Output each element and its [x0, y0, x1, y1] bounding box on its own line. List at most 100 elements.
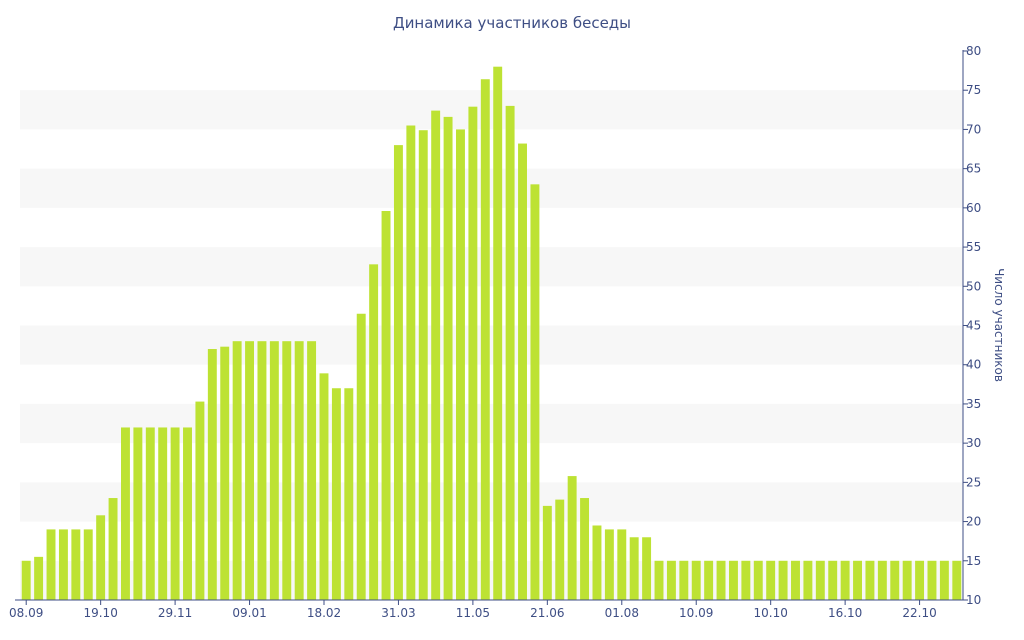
y-axis-label: Число участников — [992, 268, 1006, 382]
x-tick-labels: 08.09 19.10 29.11 09.01 18.02 31.03 11.05 21.06… — [9, 606, 937, 620]
x-tick-label: 29.11 — [158, 606, 192, 620]
bar — [220, 346, 230, 600]
bar — [803, 560, 813, 600]
grid-band — [20, 247, 963, 287]
bar — [418, 130, 428, 600]
bar — [245, 341, 255, 600]
y-tick-label: 15 — [966, 554, 981, 568]
bar — [728, 560, 738, 600]
bar — [183, 427, 192, 600]
bar — [307, 341, 317, 600]
bar — [207, 349, 217, 600]
bar — [133, 427, 143, 600]
bar — [34, 556, 44, 600]
y-tick-label: 50 — [966, 279, 981, 293]
y-tick-label: 40 — [966, 358, 981, 372]
bar — [257, 341, 267, 600]
bar — [654, 560, 664, 600]
bar — [381, 210, 391, 601]
y-tick-label: 35 — [966, 397, 981, 411]
x-tick-label: 11.05 — [456, 606, 490, 620]
bar — [108, 498, 118, 600]
bar — [555, 499, 565, 600]
bar — [617, 529, 627, 600]
bar — [58, 529, 68, 600]
y-tick-label: 30 — [966, 436, 981, 450]
bar — [294, 341, 304, 600]
bar — [542, 505, 552, 600]
bar — [480, 79, 490, 601]
x-tick-label: 18.02 — [307, 606, 341, 620]
bar — [716, 560, 726, 600]
x-tick-label: 08.09 — [9, 606, 43, 620]
bar — [666, 560, 676, 600]
x-tick-label: 16.10 — [828, 606, 862, 620]
bar — [393, 145, 403, 601]
bar — [456, 129, 465, 600]
grid-bands — [20, 90, 963, 600]
y-tick-label: 65 — [966, 162, 981, 176]
bar — [927, 560, 937, 600]
bar — [331, 388, 341, 600]
bar — [269, 341, 279, 600]
bar — [530, 184, 540, 600]
x-tick-label: 10.09 — [679, 606, 713, 620]
bar — [815, 560, 825, 600]
y-tick-labels: 10 15 20 25 30 35 40 45 50 55 60 65 70 75 80 — [966, 44, 981, 607]
bar — [828, 560, 838, 600]
bar — [195, 401, 205, 600]
bar — [766, 560, 776, 600]
x-tick-label: 10.10 — [753, 606, 787, 620]
bar — [518, 143, 527, 601]
grid-band — [20, 90, 963, 130]
bar — [232, 341, 242, 600]
y-tick-label: 70 — [966, 122, 981, 136]
bar — [939, 560, 949, 600]
bar — [629, 537, 639, 600]
bar — [679, 560, 689, 600]
x-tick-label: 19.10 — [83, 606, 117, 620]
bar — [865, 560, 875, 600]
grid-band — [20, 325, 963, 365]
bars — [21, 66, 962, 601]
bar — [915, 560, 925, 600]
axes — [15, 50, 968, 605]
x-tick-label: 31.03 — [381, 606, 415, 620]
bar — [592, 525, 602, 600]
bar — [691, 560, 701, 600]
bar — [431, 110, 441, 601]
y-tick-label: 75 — [966, 83, 981, 97]
bar — [741, 560, 751, 600]
bar — [83, 529, 93, 600]
bar — [505, 105, 515, 601]
bar — [567, 476, 577, 600]
bar — [121, 427, 130, 600]
y-tick-label: 10 — [966, 593, 981, 607]
bar — [96, 515, 106, 600]
bar — [791, 560, 800, 600]
bar — [952, 560, 962, 600]
bar — [840, 560, 850, 600]
bar — [704, 560, 714, 600]
bar — [890, 560, 900, 600]
bar — [344, 388, 354, 600]
bar — [580, 498, 590, 600]
y-tick-label: 45 — [966, 319, 981, 333]
grid-band — [20, 168, 963, 208]
bar — [604, 529, 614, 600]
bar — [853, 560, 862, 600]
bar — [145, 427, 155, 600]
bar — [493, 66, 503, 600]
bar — [642, 537, 652, 600]
y-tick-label: 60 — [966, 201, 981, 215]
bar — [170, 427, 180, 600]
bar — [71, 529, 81, 600]
bar — [753, 560, 763, 600]
bar — [282, 341, 292, 600]
bar — [468, 106, 478, 601]
bar — [778, 560, 788, 600]
x-tick-label: 21.06 — [530, 606, 564, 620]
bar — [902, 560, 912, 600]
